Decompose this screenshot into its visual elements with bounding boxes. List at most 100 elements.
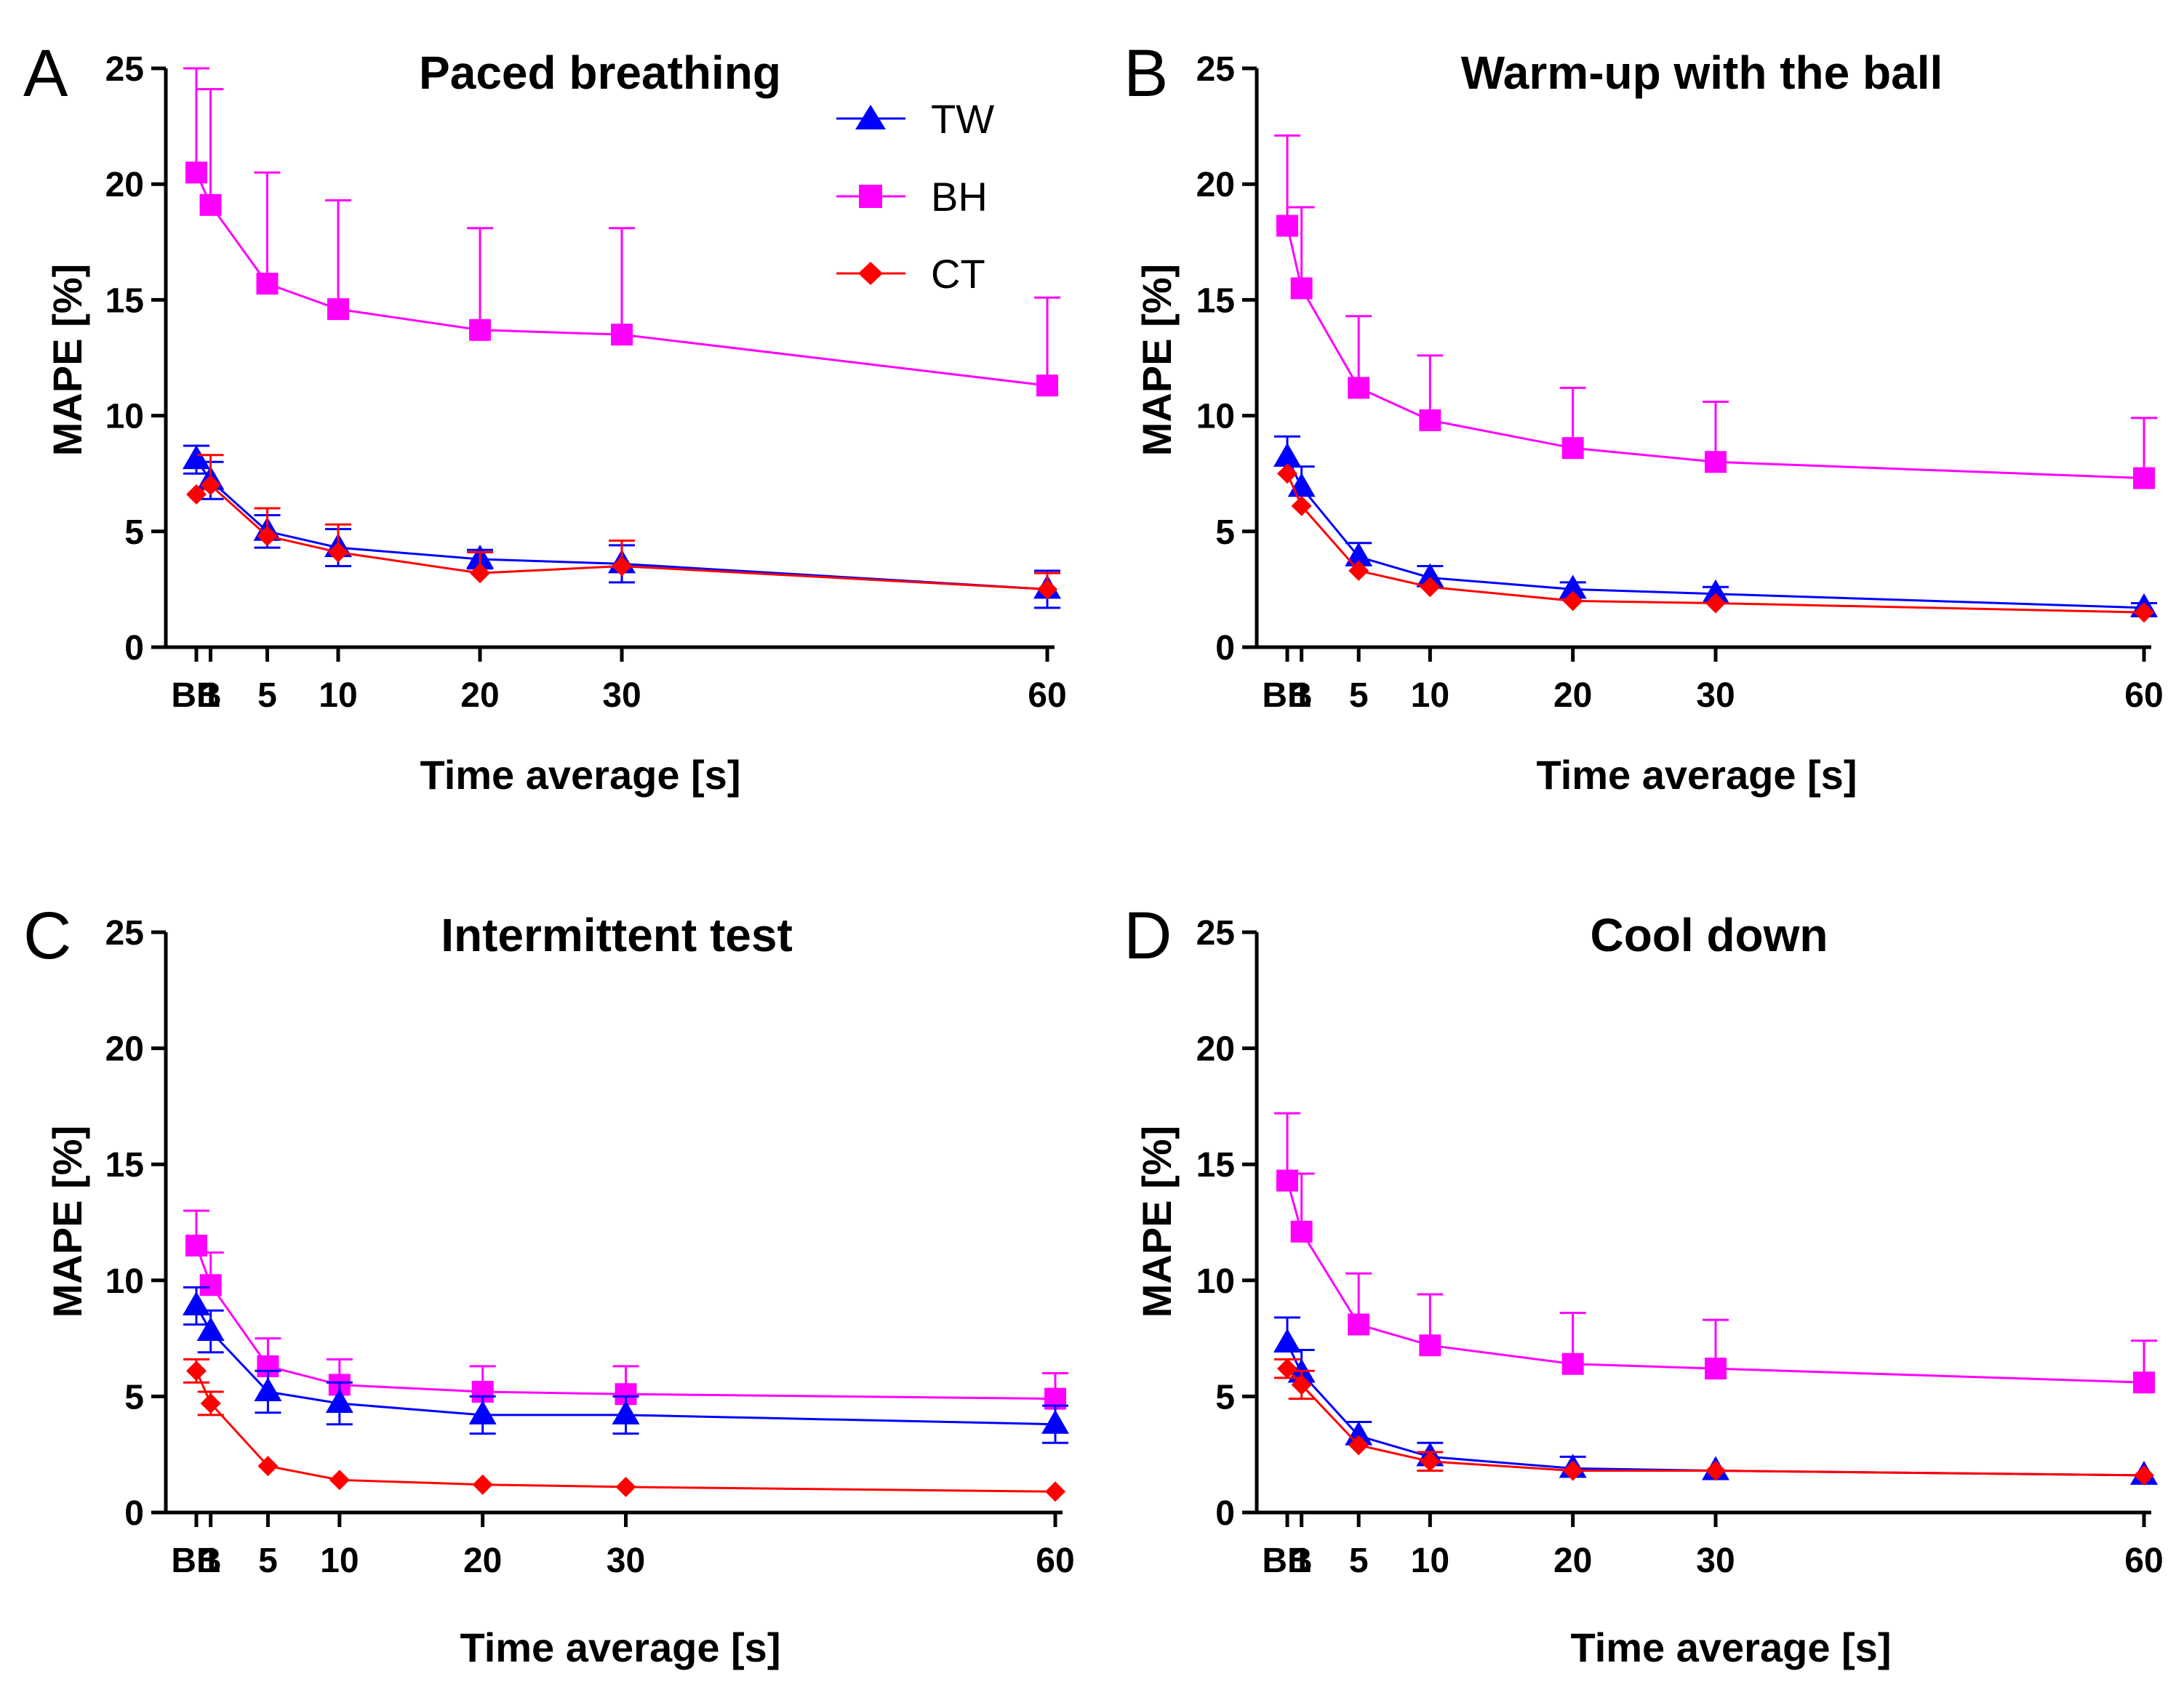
square-marker	[185, 1234, 207, 1257]
diamond-marker	[1420, 577, 1441, 598]
y-tick-label: 0	[124, 1494, 144, 1533]
square-marker	[1290, 1220, 1313, 1243]
panel-title: Intermittent test	[441, 909, 793, 961]
y-tick-label: 0	[124, 629, 144, 668]
x-tick-label: 10	[319, 676, 357, 715]
triangle-marker	[183, 1291, 210, 1315]
triangle-marker	[468, 1400, 497, 1424]
triangle-marker	[1559, 574, 1587, 599]
y-tick-label: 5	[1215, 513, 1235, 552]
square-marker	[1348, 1313, 1370, 1336]
panel-letter: B	[1124, 36, 1168, 111]
square-marker	[2133, 1371, 2155, 1394]
panel-d: D Cool down Time average [s] MAPE [%] 0 5…	[1124, 899, 2164, 1670]
panel-a: A Paced breathing Time average [s] MAPE …	[23, 36, 1067, 798]
triangle-marker-icon	[855, 105, 886, 129]
diamond-marker	[472, 1474, 493, 1495]
panel-b: B Warm-up with the ball Time average [s]…	[1124, 36, 2164, 798]
diamond-marker	[200, 1393, 221, 1414]
x-tick-label: 30	[602, 676, 641, 715]
diamond-marker	[1705, 1460, 1726, 1481]
triangle-marker	[1345, 542, 1373, 566]
diamond-marker	[186, 1361, 207, 1382]
y-tick-label: 20	[1196, 166, 1235, 204]
x-tick-label: 5	[257, 676, 277, 715]
diamond-marker	[2134, 602, 2154, 623]
diamond-marker	[1037, 579, 1057, 600]
series-ct	[1274, 1358, 2154, 1486]
x-tick-label: BB	[1262, 1542, 1312, 1580]
y-tick-label: 15	[1196, 281, 1235, 320]
y-tick-label: 20	[105, 166, 144, 204]
x-axis-label: Time average [s]	[420, 752, 741, 798]
diamond-marker	[1562, 590, 1583, 612]
y-tick-label: 20	[1196, 1030, 1235, 1069]
y-axis-label: MAPE [%]	[1134, 1126, 1180, 1318]
square-marker	[1348, 377, 1370, 399]
square-marker	[1276, 1169, 1298, 1192]
legend-item-tw: TW	[836, 96, 994, 142]
square-marker	[1419, 409, 1441, 431]
triangle-marker	[1273, 1328, 1301, 1353]
x-tick-label: 20	[1553, 1542, 1592, 1580]
x-tick-label: 1	[1292, 1542, 1311, 1580]
x-tick-label: 60	[1028, 676, 1066, 715]
x-tick-label: 60	[2124, 676, 2163, 715]
panel-letter: A	[23, 36, 68, 111]
square-marker	[1705, 451, 1727, 473]
panel-title: Paced breathing	[419, 47, 781, 99]
legend-label: BH	[931, 174, 988, 220]
y-tick-label: 20	[105, 1030, 144, 1069]
y-tick-label: 5	[124, 513, 144, 552]
x-tick-label: 10	[320, 1542, 359, 1580]
diamond-marker	[1705, 593, 1726, 614]
diamond-marker	[1045, 1481, 1065, 1502]
diamond-marker	[328, 542, 348, 563]
y-tick-label: 10	[105, 1262, 144, 1301]
panel-c: C Intermittent test Time average [s] MAP…	[23, 899, 1075, 1670]
legend: TW BH CT	[836, 96, 994, 297]
x-tick-label: 20	[463, 1542, 502, 1580]
legend-label: TW	[931, 96, 994, 142]
x-tick-label: 30	[1696, 1542, 1735, 1580]
series-ct	[183, 1358, 1065, 1502]
x-tick-label: 5	[258, 1542, 278, 1580]
x-tick-label: 1	[201, 1542, 220, 1580]
triangle-marker	[1416, 563, 1444, 588]
x-tick-label: 10	[1411, 676, 1449, 715]
series-bh	[1274, 1112, 2157, 1394]
y-tick-label: 10	[1196, 398, 1235, 436]
square-marker	[185, 161, 207, 184]
y-tick-label: 25	[1196, 50, 1235, 89]
x-tick-label: 20	[1553, 676, 1592, 715]
legend-item-ct: CT	[836, 251, 985, 297]
x-tick-label: 60	[2124, 1542, 2163, 1580]
square-marker	[1036, 374, 1058, 397]
x-axis-label: Time average [s]	[460, 1624, 781, 1670]
x-axis-label: Time average [s]	[1571, 1624, 1892, 1670]
diamond-marker	[1562, 1460, 1583, 1481]
square-marker	[1561, 1353, 1584, 1375]
legend-item-bh: BH	[836, 174, 988, 220]
square-marker	[1561, 437, 1584, 460]
triangle-marker	[1041, 1409, 1069, 1434]
triangle-marker	[183, 445, 210, 470]
x-tick-label: 30	[607, 1542, 645, 1580]
x-tick-label: 1	[1292, 676, 1311, 715]
panel-title: Warm-up with the ball	[1461, 47, 1943, 99]
y-axis-label: MAPE [%]	[44, 1126, 90, 1318]
diamond-marker	[470, 563, 490, 584]
square-marker	[1276, 215, 1298, 237]
y-tick-label: 15	[1196, 1146, 1235, 1185]
y-tick-label: 0	[1215, 1494, 1235, 1533]
diamond-marker	[186, 484, 207, 505]
diamond-marker	[612, 556, 632, 577]
square-marker	[611, 324, 633, 346]
y-tick-label: 10	[1196, 1262, 1235, 1301]
x-tick-label: 30	[1696, 676, 1735, 715]
square-marker	[327, 298, 349, 321]
square-marker	[199, 1274, 222, 1297]
triangle-marker	[1273, 442, 1301, 467]
x-tick-label: 5	[1349, 676, 1369, 715]
x-tick-label: 20	[460, 676, 499, 715]
